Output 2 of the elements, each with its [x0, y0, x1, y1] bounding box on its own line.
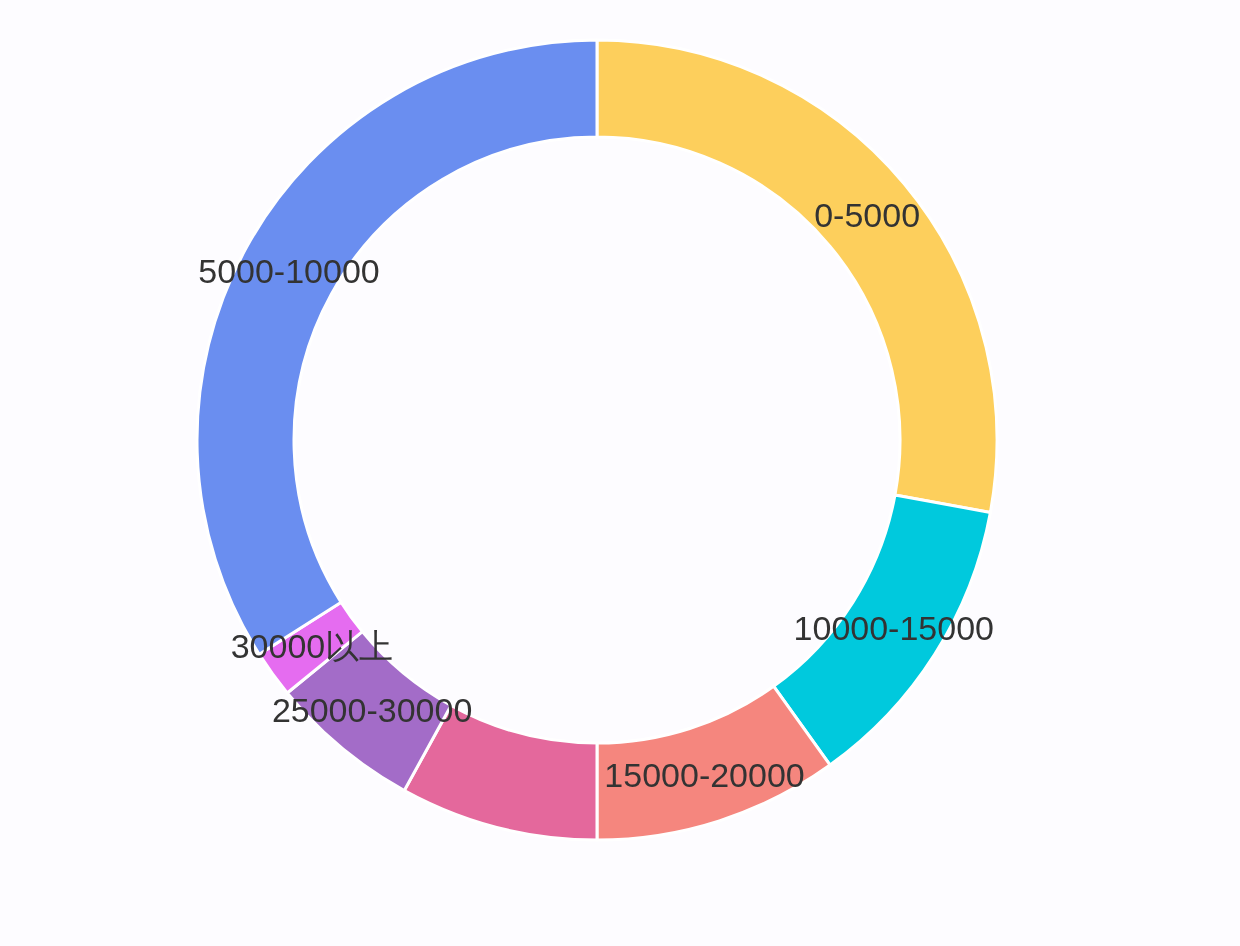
slice-label: 0-5000: [814, 196, 921, 235]
slice-label: 15000-20000: [604, 755, 805, 794]
